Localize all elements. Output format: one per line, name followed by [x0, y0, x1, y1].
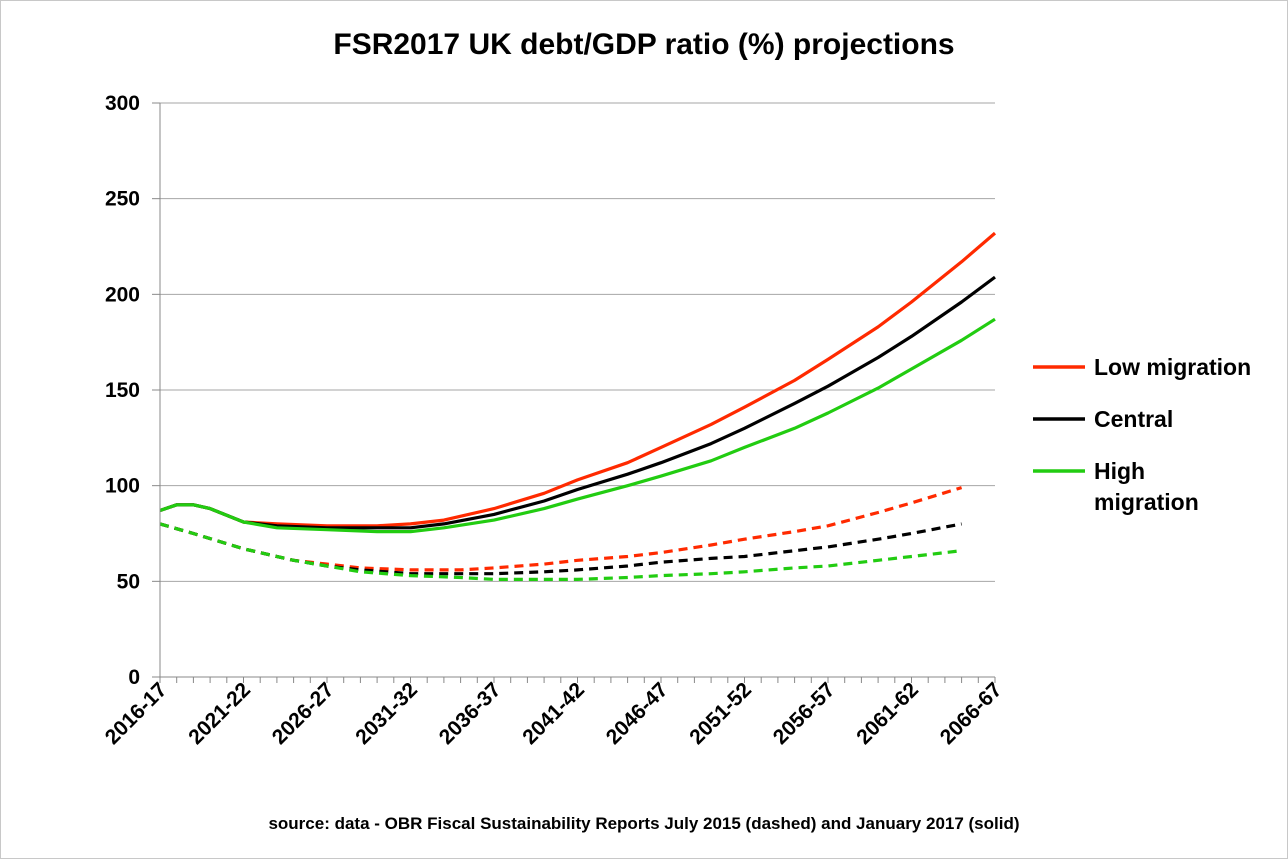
xtick-label-2031-32: 2031-32 [351, 678, 422, 749]
xtick-label-2036-37: 2036-37 [435, 678, 506, 749]
source-note: source: data - OBR Fiscal Sustainability… [268, 814, 1019, 833]
xtick-label-2041-42: 2041-42 [518, 678, 589, 749]
xtick-label-2061-62: 2061-62 [852, 678, 923, 749]
legend-label-high: High [1094, 458, 1145, 484]
series-line-low-migration-dashed [159, 486, 963, 572]
ytick-label-50: 50 [117, 570, 140, 593]
legend-label-high-line2: migration [1094, 489, 1199, 515]
xtick-label-2051-52: 2051-52 [685, 678, 756, 749]
xtick-label-2026-27: 2026-27 [268, 678, 339, 749]
ytick-label-150: 150 [105, 379, 140, 402]
xtick-label-2066-67: 2066-67 [936, 678, 1007, 749]
ytick-label-250: 250 [105, 188, 140, 211]
chart-title: FSR2017 UK debt/GDP ratio (%) projection… [333, 28, 954, 61]
legend: Low migration Central High migration [1033, 354, 1251, 515]
series-line-central-solid [159, 275, 996, 530]
ytick-label-200: 200 [105, 283, 140, 306]
series-lines [159, 231, 997, 582]
series-line-central-dashed [159, 522, 962, 576]
series-line-low-migration-solid [159, 231, 997, 528]
legend-label-low-migration: Low migration [1094, 354, 1251, 380]
legend-label-central: Central [1094, 406, 1173, 432]
xtick-label-2046-47: 2046-47 [602, 678, 673, 749]
ytick-label-0: 0 [128, 666, 140, 689]
ytick-label-100: 100 [105, 475, 140, 498]
xtick-label-2021-22: 2021-22 [184, 678, 255, 749]
grid [160, 102, 995, 582]
series-line-high-migration-solid [159, 317, 996, 534]
series-line-high-migration-dashed [159, 522, 962, 582]
ytick-label-300: 300 [105, 92, 140, 115]
xtick-label-2056-57: 2056-57 [769, 678, 840, 749]
